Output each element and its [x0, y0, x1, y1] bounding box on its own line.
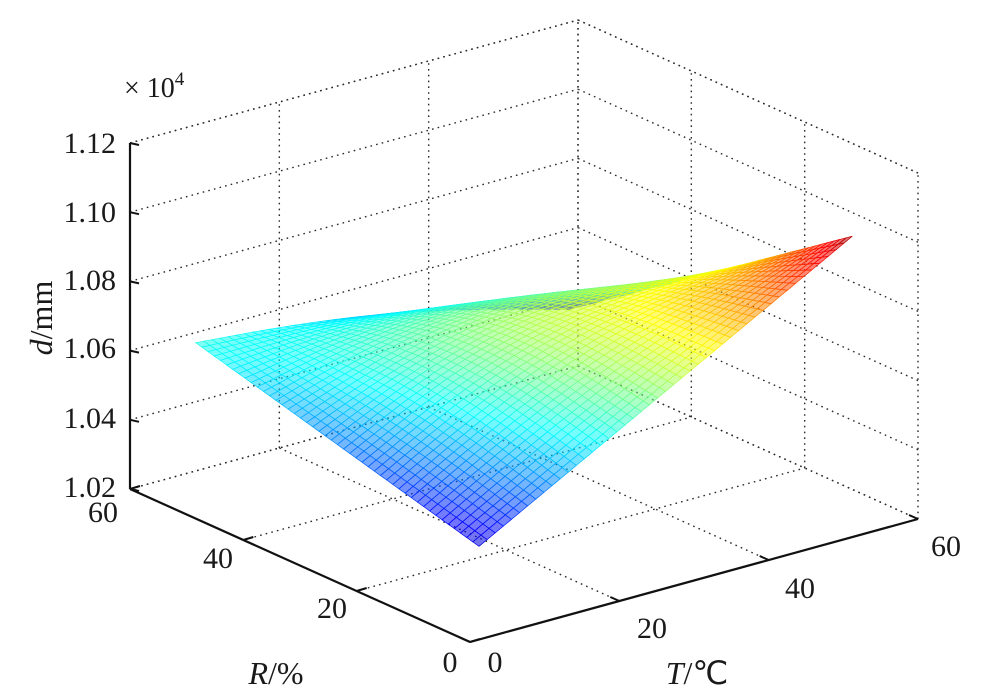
r-tick-mark	[243, 536, 254, 541]
z-axis-var: d	[23, 338, 59, 355]
r-axis-label: R/%	[247, 655, 303, 691]
t-axis-unit: /℃	[683, 655, 728, 691]
t-axis-var: T	[666, 655, 686, 691]
z-tick-mark	[129, 280, 140, 285]
t-tick-label: 60	[931, 530, 961, 563]
r-tick-mark	[356, 587, 367, 592]
surface-cell	[837, 235, 853, 245]
t-tick-label: 0	[488, 646, 503, 679]
r-axis-var: R	[247, 655, 268, 691]
x-axis-line	[469, 517, 919, 644]
z-tick-mark	[129, 349, 140, 354]
t-tick-mark	[609, 596, 620, 602]
r-tick-mark	[129, 485, 141, 490]
side-wall-grid-line	[577, 157, 919, 313]
t-tick-mark	[460, 637, 471, 643]
r-axis-unit: /%	[268, 655, 304, 691]
r-tick-label: 0	[443, 646, 458, 679]
r-tick-mark	[469, 638, 481, 643]
z-tick-label: 1.02	[64, 471, 117, 504]
back-wall-grid-line	[129, 226, 579, 352]
floor-grid-line	[356, 467, 805, 592]
z-tick-label: 1.06	[64, 332, 117, 365]
z-tick-label: 1.08	[64, 264, 117, 297]
r-tick-label: 40	[203, 542, 233, 575]
t-tick-label: 20	[637, 612, 667, 645]
r-tick-label: 20	[317, 592, 347, 625]
z-tick-mark	[129, 418, 140, 423]
floor-grid-line	[428, 406, 769, 561]
surface-mesh	[194, 235, 853, 547]
svg-text:× 104: × 104	[124, 69, 185, 104]
t-tick-mark	[759, 555, 770, 561]
t-tick-labels: 0 20 40 60	[488, 530, 962, 679]
t-tick-label: 40	[785, 572, 815, 605]
z-axis-unit: /mm	[23, 281, 59, 340]
z-exponent-label: × 104	[124, 69, 185, 104]
back-wall-grid-line	[129, 157, 579, 283]
side-wall-grid-line	[577, 296, 919, 451]
r-tick-label: 60	[88, 496, 118, 529]
r-axis-line	[129, 487, 471, 644]
z-tick-label: 1.04	[64, 402, 117, 435]
z-tick-labels: 1.02 1.04 1.06 1.08 1.10 1.12	[64, 127, 117, 504]
box-edge-line	[129, 19, 579, 144]
box-edge-line	[577, 19, 919, 174]
side-wall-grid-line	[577, 365, 919, 520]
z-tick-mark	[129, 211, 140, 216]
t-axis-label: T/℃	[666, 655, 729, 691]
t-tick-mark	[908, 514, 919, 520]
z-tick-label: 1.10	[64, 196, 117, 229]
z-tick-mark	[129, 142, 140, 146]
r-tick-labels: 60 40 20 0	[88, 496, 458, 679]
side-wall-grid-line	[577, 88, 919, 243]
axes	[128, 142, 919, 644]
z-tick-label: 1.12	[64, 127, 117, 160]
back-wall-grid-line	[129, 88, 579, 213]
z-axis-label: d/mm	[23, 281, 59, 356]
z-exponent-prefix: × 10	[124, 73, 175, 104]
z-exponent-power: 4	[175, 69, 185, 90]
